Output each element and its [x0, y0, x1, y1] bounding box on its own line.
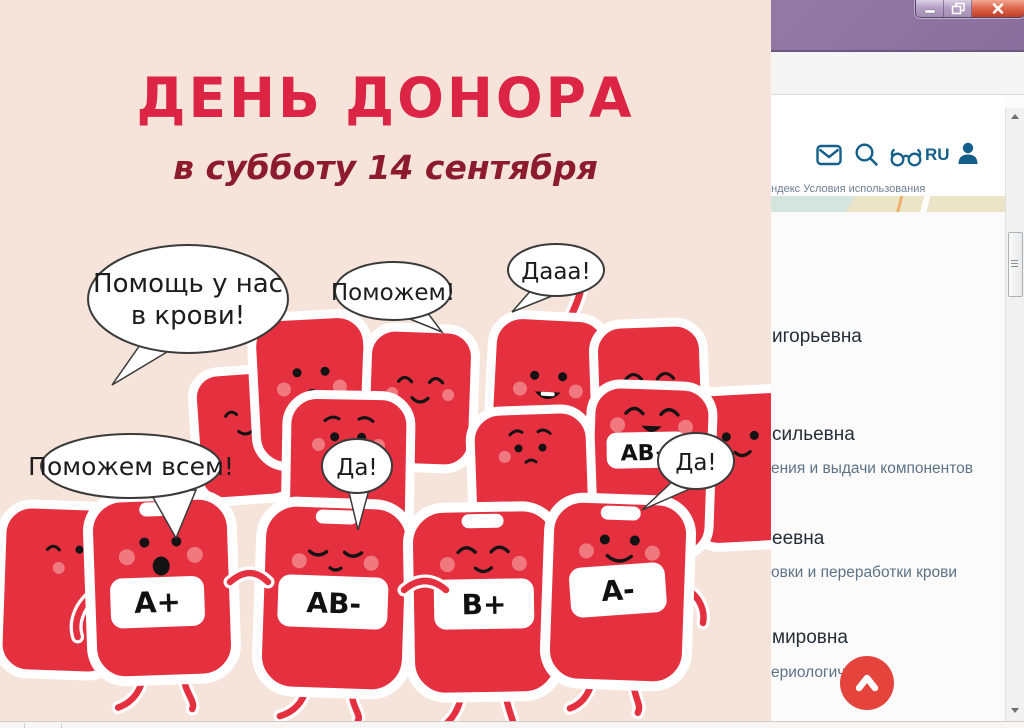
- profile-icon[interactable]: [955, 141, 981, 167]
- speech-bubble-da-right: Да!: [641, 432, 735, 511]
- speech-bubble-help: Помощь у нас в крови!: [87, 244, 289, 386]
- status-divider: [61, 723, 62, 728]
- staff-name[interactable]: сильевна: [772, 424, 855, 445]
- status-divider: [24, 723, 25, 728]
- linked-hands: [223, 566, 453, 597]
- staff-department: ения и выдачи компонентов: [771, 460, 974, 477]
- bubble-text: Да!: [336, 455, 377, 481]
- map-attribution[interactable]: © Яндекс Условия использования: [752, 183, 926, 195]
- minimize-button[interactable]: [916, 0, 944, 17]
- restore-button[interactable]: [944, 0, 972, 17]
- blood-type-label: А-: [569, 562, 667, 618]
- bubble-text: Поможем всем!: [28, 452, 234, 481]
- bubble-text: в крови!: [131, 301, 245, 331]
- blood-bag: А-: [539, 492, 711, 720]
- blood-bag: АВ-: [251, 496, 417, 721]
- blood-type-label: АВ-: [277, 574, 389, 630]
- staff-department: овки и переработки крови: [771, 564, 957, 581]
- speech-bubble-da-mid: Да!: [321, 438, 393, 531]
- minimize-icon: [924, 9, 935, 14]
- staff-name[interactable]: мировна: [772, 627, 848, 648]
- speech-bubble-daaa: Дааа!: [507, 243, 605, 313]
- blood-type-label: В+: [433, 578, 535, 630]
- donor-day-poster: ДЕНЬ ДОНОРА в субботу 14 сентября: [0, 0, 771, 721]
- scrollbar-thumb[interactable]: [1008, 232, 1023, 297]
- mail-icon[interactable]: [816, 143, 842, 167]
- blood-type-text: В+: [461, 588, 506, 622]
- window-controls: [915, 0, 1024, 18]
- speech-bubble-pomozhem-vsem: Поможем всем!: [28, 433, 234, 540]
- scrollbar-down-arrow[interactable]: [1006, 702, 1024, 718]
- chevron-up-icon: [855, 674, 879, 692]
- blood-type-label: А+: [110, 575, 205, 629]
- close-button[interactable]: [972, 0, 1024, 17]
- blood-bag: В+: [402, 501, 566, 721]
- restore-icon: [951, 2, 965, 15]
- blood-type-text: АВ-: [306, 586, 362, 621]
- staff-name[interactable]: игорьевна: [772, 326, 862, 347]
- language-switch[interactable]: RU: [925, 145, 950, 164]
- bubble-text: Да!: [675, 450, 716, 476]
- poster-title: ДЕНЬ ДОНОРА: [136, 66, 635, 130]
- close-icon: [992, 3, 1004, 14]
- bubble-text: Дааа!: [521, 259, 590, 285]
- search-icon[interactable]: [854, 142, 879, 167]
- bubble-text: Помощь у нас: [93, 269, 283, 299]
- bubble-text: Поможем!: [331, 280, 455, 306]
- staff-name[interactable]: еевна: [772, 528, 825, 549]
- blood-type-text: А+: [134, 584, 182, 620]
- blood-type-text: А-: [600, 573, 636, 608]
- poster-subtitle: в субботу 14 сентября: [173, 148, 598, 187]
- blood-bag-crowd-illustration: АВ+: [0, 243, 771, 721]
- glasses-icon[interactable]: [888, 147, 924, 167]
- scroll-to-top-button[interactable]: [840, 656, 894, 710]
- blood-bag: А+: [69, 489, 242, 716]
- scrollbar-up-arrow[interactable]: [1006, 108, 1024, 124]
- speech-bubble-pomozhem: Поможем!: [331, 261, 455, 334]
- status-bar: [0, 721, 1024, 728]
- page-scrollbar[interactable]: [1005, 108, 1024, 722]
